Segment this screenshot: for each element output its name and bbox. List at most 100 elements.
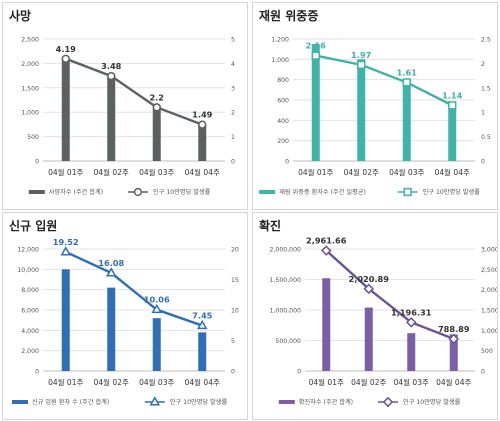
legend-bar-swatch <box>12 400 28 404</box>
x-tick-label: 04월 01주 <box>298 167 333 177</box>
chart-panel-admissions: 0 2,000 4,000 6,000 8,000 10,000 12,000 0 5 10 15 2… <box>2 212 248 420</box>
y-tick-label: 600 <box>277 98 289 105</box>
y2-tick-label: 1 <box>481 110 485 117</box>
y2-tick-label: 0 <box>231 369 235 376</box>
line-marker <box>151 303 163 314</box>
bar <box>322 278 331 371</box>
line-marker <box>198 120 207 129</box>
x-tick-label: 04월 02주 <box>94 167 129 177</box>
legend-bar-swatch <box>28 190 45 194</box>
legend-marker <box>382 396 394 408</box>
y-tick-label: 500,000 <box>275 338 301 345</box>
rate-line <box>65 250 203 327</box>
y2-tick-label: 0 <box>231 159 235 166</box>
x-tick-label: 04월 02주 <box>344 167 379 177</box>
data-label: 4.19 <box>56 44 77 54</box>
y2-tick-label: 5 <box>231 37 235 44</box>
rate-line <box>65 57 203 126</box>
data-label: 1.61 <box>397 67 418 77</box>
line-marker <box>363 283 375 295</box>
chart-svg-confirmed: 0 500,000 1,000,000 1,500,000 2,000,000 0 500 1… <box>270 236 497 408</box>
legend-marker <box>133 187 143 197</box>
bar <box>357 59 366 162</box>
x-tick-label: 04월 04주 <box>435 167 470 177</box>
x-tick-label: 04월 04주 <box>185 377 220 387</box>
y-tick-label: 800 <box>277 77 289 84</box>
x-tick-label: 04월 03주 <box>389 167 424 177</box>
line-marker <box>448 101 457 110</box>
y-tick-label: 2,000 <box>21 61 39 68</box>
x-tick-label: 04월 01주 <box>48 167 83 177</box>
y2-tick-label: 1,000 <box>481 328 497 335</box>
x-tick-label: 04월 03주 <box>394 377 429 387</box>
legend-marker <box>149 396 161 406</box>
y-tick-label: 0 <box>35 159 39 166</box>
x-tick-label: 04월 04주 <box>185 167 220 177</box>
bar <box>311 44 320 162</box>
y2-tick-label: 2,500 <box>481 267 497 274</box>
line-marker <box>405 317 417 328</box>
y-tick-label: 10,000 <box>17 267 39 274</box>
x-tick-label: 04월 03주 <box>139 377 174 387</box>
chart-title: 재원 위중증 <box>259 9 319 23</box>
y-tick-label: 4,000 <box>21 328 39 335</box>
chart-panel-deaths: 0 500 1,000 1,500 2,000 2,500 0 1 2 3 4 5 04월 01주 04월… <box>2 2 248 210</box>
legend: 신규 입원 환자 수 (주간 합계) 인구 10만명당 발생률 <box>12 396 227 406</box>
line-marker <box>357 60 366 70</box>
y-tick-label: 400 <box>277 118 289 125</box>
rate-line <box>315 54 453 107</box>
y2-tick-label: 3,000 <box>481 247 497 254</box>
chart-svg-admissions: 0 2,000 4,000 6,000 8,000 10,000 12,000 0 5 10 15 2… <box>12 237 239 406</box>
y2-tick-label: 0 <box>481 159 485 166</box>
data-label: 16.08 <box>98 258 124 268</box>
legend-label: 인구 10만명당 발생률 <box>153 188 211 196</box>
data-label: 2.2 <box>149 92 164 102</box>
x-tick-label: 04월 02주 <box>351 377 386 387</box>
line-marker <box>311 51 320 60</box>
y-tick-label: 1,000 <box>271 57 289 64</box>
line-marker <box>107 71 116 81</box>
y-tick-label: 1,500,000 <box>270 277 302 284</box>
data-label: 10.06 <box>144 295 170 305</box>
y-tick-label: 0 <box>285 159 289 166</box>
line-marker <box>320 245 332 256</box>
data-label: 1.49 <box>192 110 213 120</box>
data-label: 788.89 <box>438 324 470 334</box>
legend-label: 확진자수 (주간 합계) <box>299 398 353 406</box>
y-tick-label: 1,200 <box>271 37 289 44</box>
bar <box>402 79 411 161</box>
x-tick-label: 04월 04주 <box>436 377 471 387</box>
legend-label: 재원 위중증 환자수 (주간 일평균) <box>279 188 366 196</box>
x-tick-label: 04월 01주 <box>48 377 83 387</box>
legend-label: 인구 10만명당 발생률 <box>423 188 481 196</box>
data-label: 2,961.66 <box>306 236 347 246</box>
y-tick-label: 12,000 <box>17 247 39 254</box>
chart-svg-deaths: 0 500 1,000 1,500 2,000 2,500 0 1 2 3 4 5 04월 01주 04월… <box>21 37 235 197</box>
line-marker <box>60 246 72 256</box>
legend-bar-swatch <box>278 400 295 404</box>
y2-tick-label: 2 <box>481 61 485 68</box>
y-tick-label: 2,000 <box>21 348 39 355</box>
bar <box>61 57 70 161</box>
bar <box>364 307 373 371</box>
bar <box>107 287 116 371</box>
bar <box>107 76 116 161</box>
y-tick-label: 200 <box>277 138 289 145</box>
data-label: 2.16 <box>306 41 327 51</box>
bar <box>61 269 70 371</box>
legend-label: 신규 입원 환자 수 (주간 합계) <box>32 398 109 406</box>
y-tick-label: 0 <box>35 369 39 376</box>
bar <box>448 103 457 161</box>
y-tick-label: 6,000 <box>21 308 39 315</box>
y2-tick-label: 5 <box>231 338 235 345</box>
bar <box>198 332 207 371</box>
y2-tick-label: 10 <box>231 308 239 315</box>
y2-tick-label: 2.5 <box>481 37 491 44</box>
y-tick-label: 2,000,000 <box>270 247 302 254</box>
y2-tick-label: 0 <box>481 369 485 376</box>
y2-tick-label: 1 <box>231 134 235 141</box>
y2-tick-label: 1,500 <box>481 308 497 315</box>
bar <box>407 333 416 371</box>
y-tick-label: 8,000 <box>21 287 39 294</box>
y2-tick-label: 15 <box>231 277 239 284</box>
